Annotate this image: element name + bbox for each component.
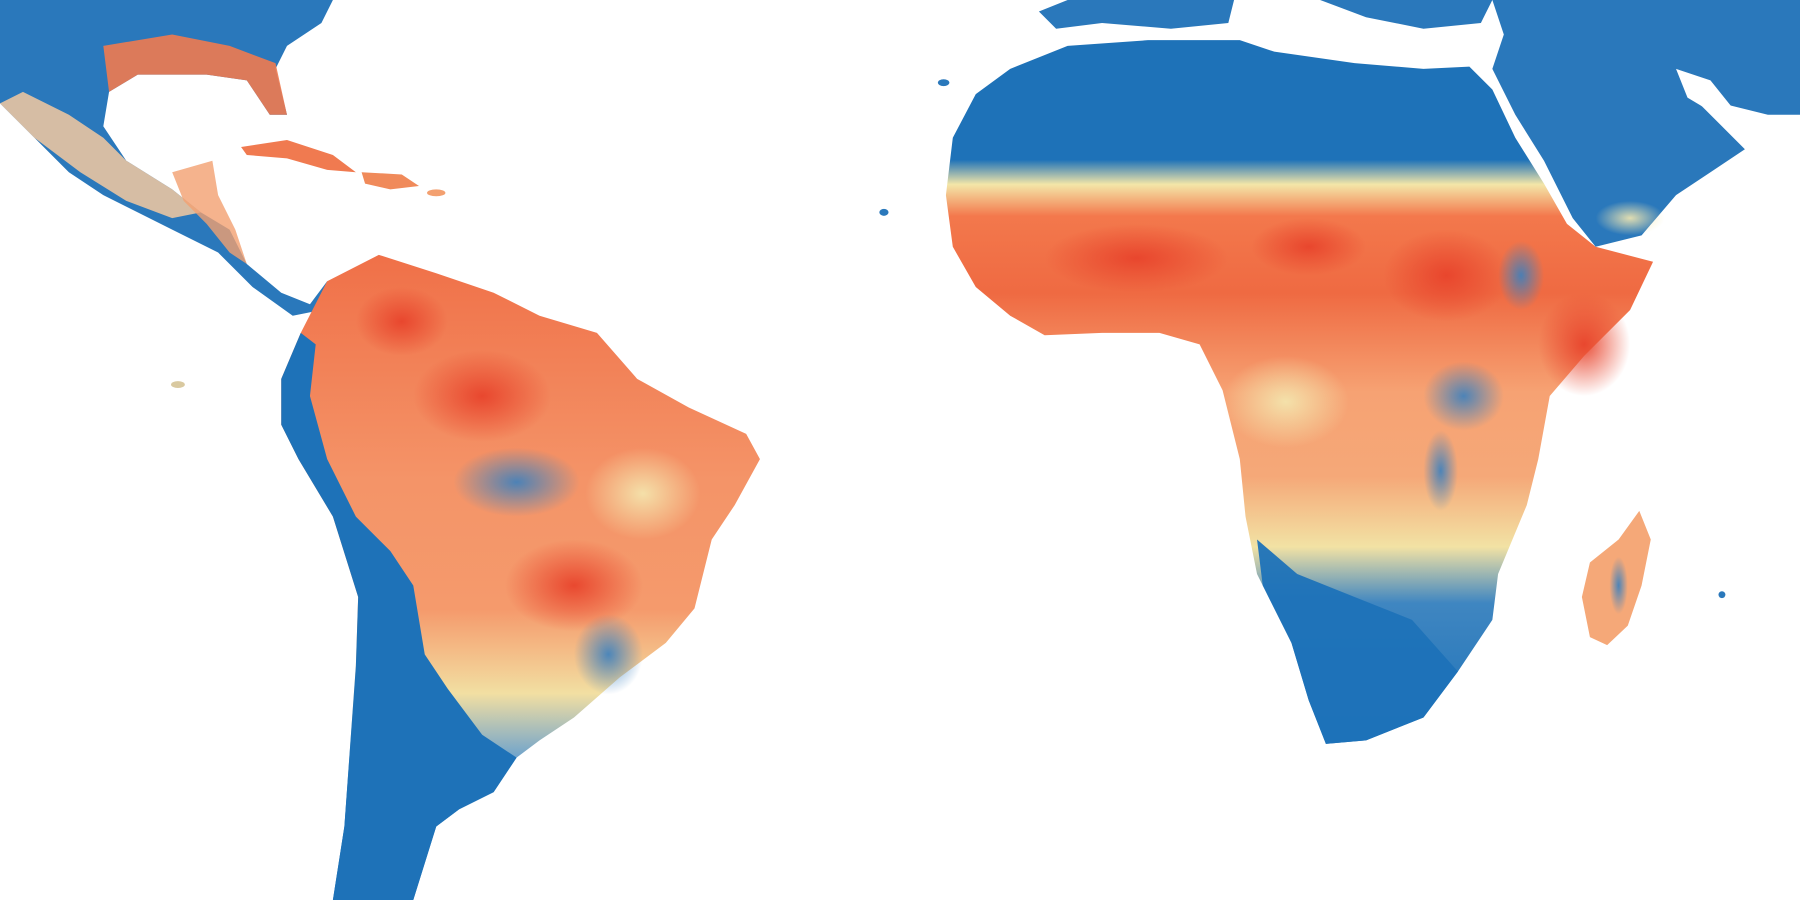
europe-fragment xyxy=(1320,0,1493,29)
great-lakes-cold xyxy=(1423,361,1504,431)
yemen-mixed xyxy=(1595,200,1665,236)
ethiopia-cold xyxy=(1498,241,1545,310)
rift-cold xyxy=(1423,430,1458,511)
sahel-hotspot xyxy=(1251,218,1367,276)
mexico-heat xyxy=(0,91,201,219)
island xyxy=(171,381,185,389)
cerrado-mixed xyxy=(585,447,701,540)
amazon-hotspot xyxy=(413,350,552,442)
gulf-coast-heat xyxy=(103,34,287,115)
sudan-hotspot xyxy=(1383,229,1510,322)
caribbean-cuba xyxy=(241,140,356,173)
arabia xyxy=(1492,0,1800,247)
caribbean-hispaniola xyxy=(361,172,420,190)
southwest-africa-cold xyxy=(1257,539,1458,744)
island xyxy=(879,208,889,216)
europe-fragment xyxy=(1038,0,1235,29)
island xyxy=(1718,591,1726,599)
brazil-hotspot xyxy=(505,539,643,632)
brazil-cold xyxy=(453,447,580,517)
island xyxy=(427,189,446,197)
sahel-hotspot xyxy=(1044,223,1229,293)
central-america-heat xyxy=(172,160,247,265)
congo-mixed xyxy=(1222,355,1349,448)
amazon-hotspot xyxy=(355,286,448,356)
gulf-water xyxy=(1676,68,1734,115)
andes-cold xyxy=(281,332,517,900)
brazil-cold xyxy=(573,614,643,695)
somalia-hotspot xyxy=(1538,292,1631,397)
island xyxy=(937,79,950,87)
madagascar-cold xyxy=(1609,556,1628,615)
